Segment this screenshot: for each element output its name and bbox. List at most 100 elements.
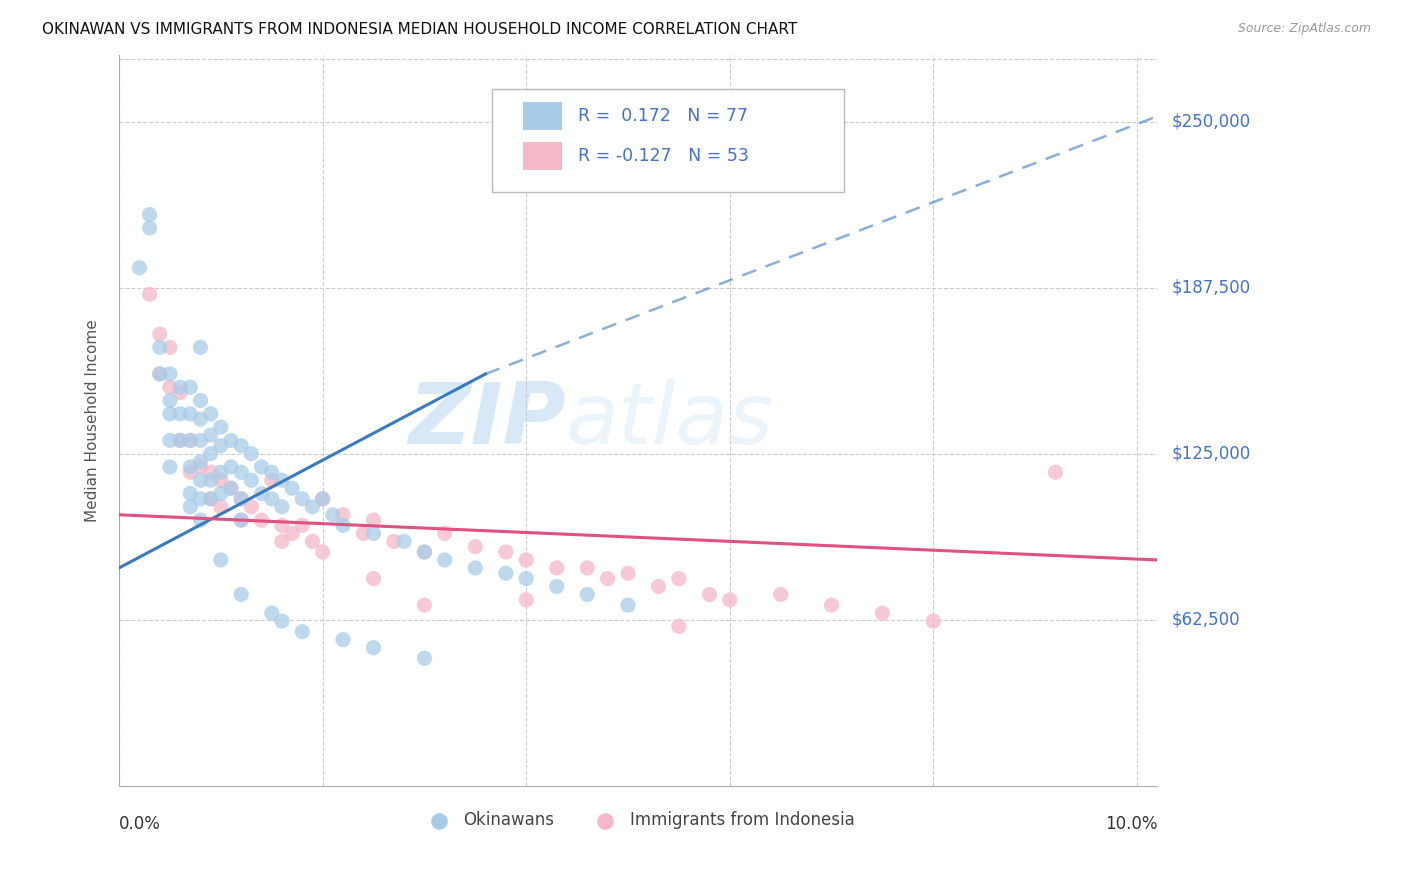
Point (209, 486, 232, 500)
Point (647, 580, 669, 594)
Point (668, 572, 690, 586)
Point (820, 598, 842, 612)
Point (699, 587, 721, 601)
Point (413, 598, 436, 612)
Point (515, 553, 537, 567)
Point (190, 412, 212, 426)
Point (138, 287, 160, 301)
Point (718, 592, 741, 607)
Point (159, 459, 181, 474)
Point (159, 434, 181, 448)
Point (159, 367, 181, 381)
Point (159, 393, 181, 408)
Point (332, 508, 354, 522)
Point (576, 561, 599, 575)
Point (219, 434, 242, 448)
Point (260, 491, 283, 506)
Point (179, 500, 201, 514)
Point (190, 459, 212, 474)
Point (363, 513, 385, 527)
Point (382, 534, 405, 549)
Point (872, 606, 894, 620)
Point (495, 566, 517, 581)
Point (190, 513, 212, 527)
Point (1045, 465, 1067, 479)
Point (138, 220, 160, 235)
Point (363, 572, 385, 586)
Point (149, 367, 172, 381)
Text: OKINAWAN VS IMMIGRANTS FROM INDONESIA MEDIAN HOUSEHOLD INCOME CORRELATION CHART: OKINAWAN VS IMMIGRANTS FROM INDONESIA ME… (42, 22, 797, 37)
Point (190, 393, 212, 408)
Point (200, 465, 222, 479)
Point (209, 473, 232, 487)
Y-axis label: Median Household Income: Median Household Income (86, 319, 100, 522)
Point (200, 491, 222, 506)
Point (260, 465, 283, 479)
Point (281, 481, 304, 495)
Point (301, 534, 323, 549)
Point (291, 518, 314, 533)
Text: $187,500: $187,500 (1171, 278, 1250, 297)
Text: 10.0%: 10.0% (1105, 815, 1157, 833)
Text: ZIP: ZIP (408, 379, 565, 462)
Point (363, 640, 385, 655)
Point (200, 407, 222, 421)
Point (464, 561, 486, 575)
Point (219, 481, 242, 495)
Point (240, 447, 263, 461)
Text: R =  0.172   N = 77: R = 0.172 N = 77 (578, 107, 748, 125)
Point (209, 420, 232, 434)
Point (128, 260, 150, 275)
Point (433, 553, 456, 567)
Point (311, 491, 333, 506)
Point (179, 407, 201, 421)
Point (169, 385, 191, 400)
Point (159, 407, 181, 421)
Point (260, 606, 283, 620)
Point (576, 587, 599, 601)
Point (281, 526, 304, 541)
Point (922, 614, 945, 628)
Point (769, 587, 792, 601)
Point (240, 500, 263, 514)
Text: 0.0%: 0.0% (120, 815, 160, 833)
Point (413, 651, 436, 665)
Point (179, 486, 201, 500)
Point (209, 439, 232, 453)
Point (179, 434, 201, 448)
Point (231, 491, 253, 506)
Point (219, 459, 242, 474)
Point (149, 367, 172, 381)
Point (271, 614, 294, 628)
Text: $62,500: $62,500 (1171, 611, 1240, 629)
Point (495, 545, 517, 559)
Point (200, 428, 222, 442)
Point (179, 380, 201, 394)
Text: R = -0.127   N = 53: R = -0.127 N = 53 (578, 147, 749, 165)
Point (219, 481, 242, 495)
Point (169, 407, 191, 421)
Point (231, 513, 253, 527)
Point (271, 534, 294, 549)
Point (301, 500, 323, 514)
Point (231, 491, 253, 506)
Point (546, 580, 568, 594)
Point (433, 526, 456, 541)
Point (240, 473, 263, 487)
Point (668, 619, 690, 633)
Point (260, 473, 283, 487)
Point (200, 473, 222, 487)
Point (190, 455, 212, 469)
Point (413, 545, 436, 559)
Point (332, 632, 354, 647)
Point (464, 540, 486, 554)
Point (179, 434, 201, 448)
Point (209, 465, 232, 479)
Point (413, 545, 436, 559)
Point (149, 340, 172, 354)
Point (515, 572, 537, 586)
Point (291, 491, 314, 506)
Point (231, 587, 253, 601)
Point (250, 459, 273, 474)
Point (190, 473, 212, 487)
